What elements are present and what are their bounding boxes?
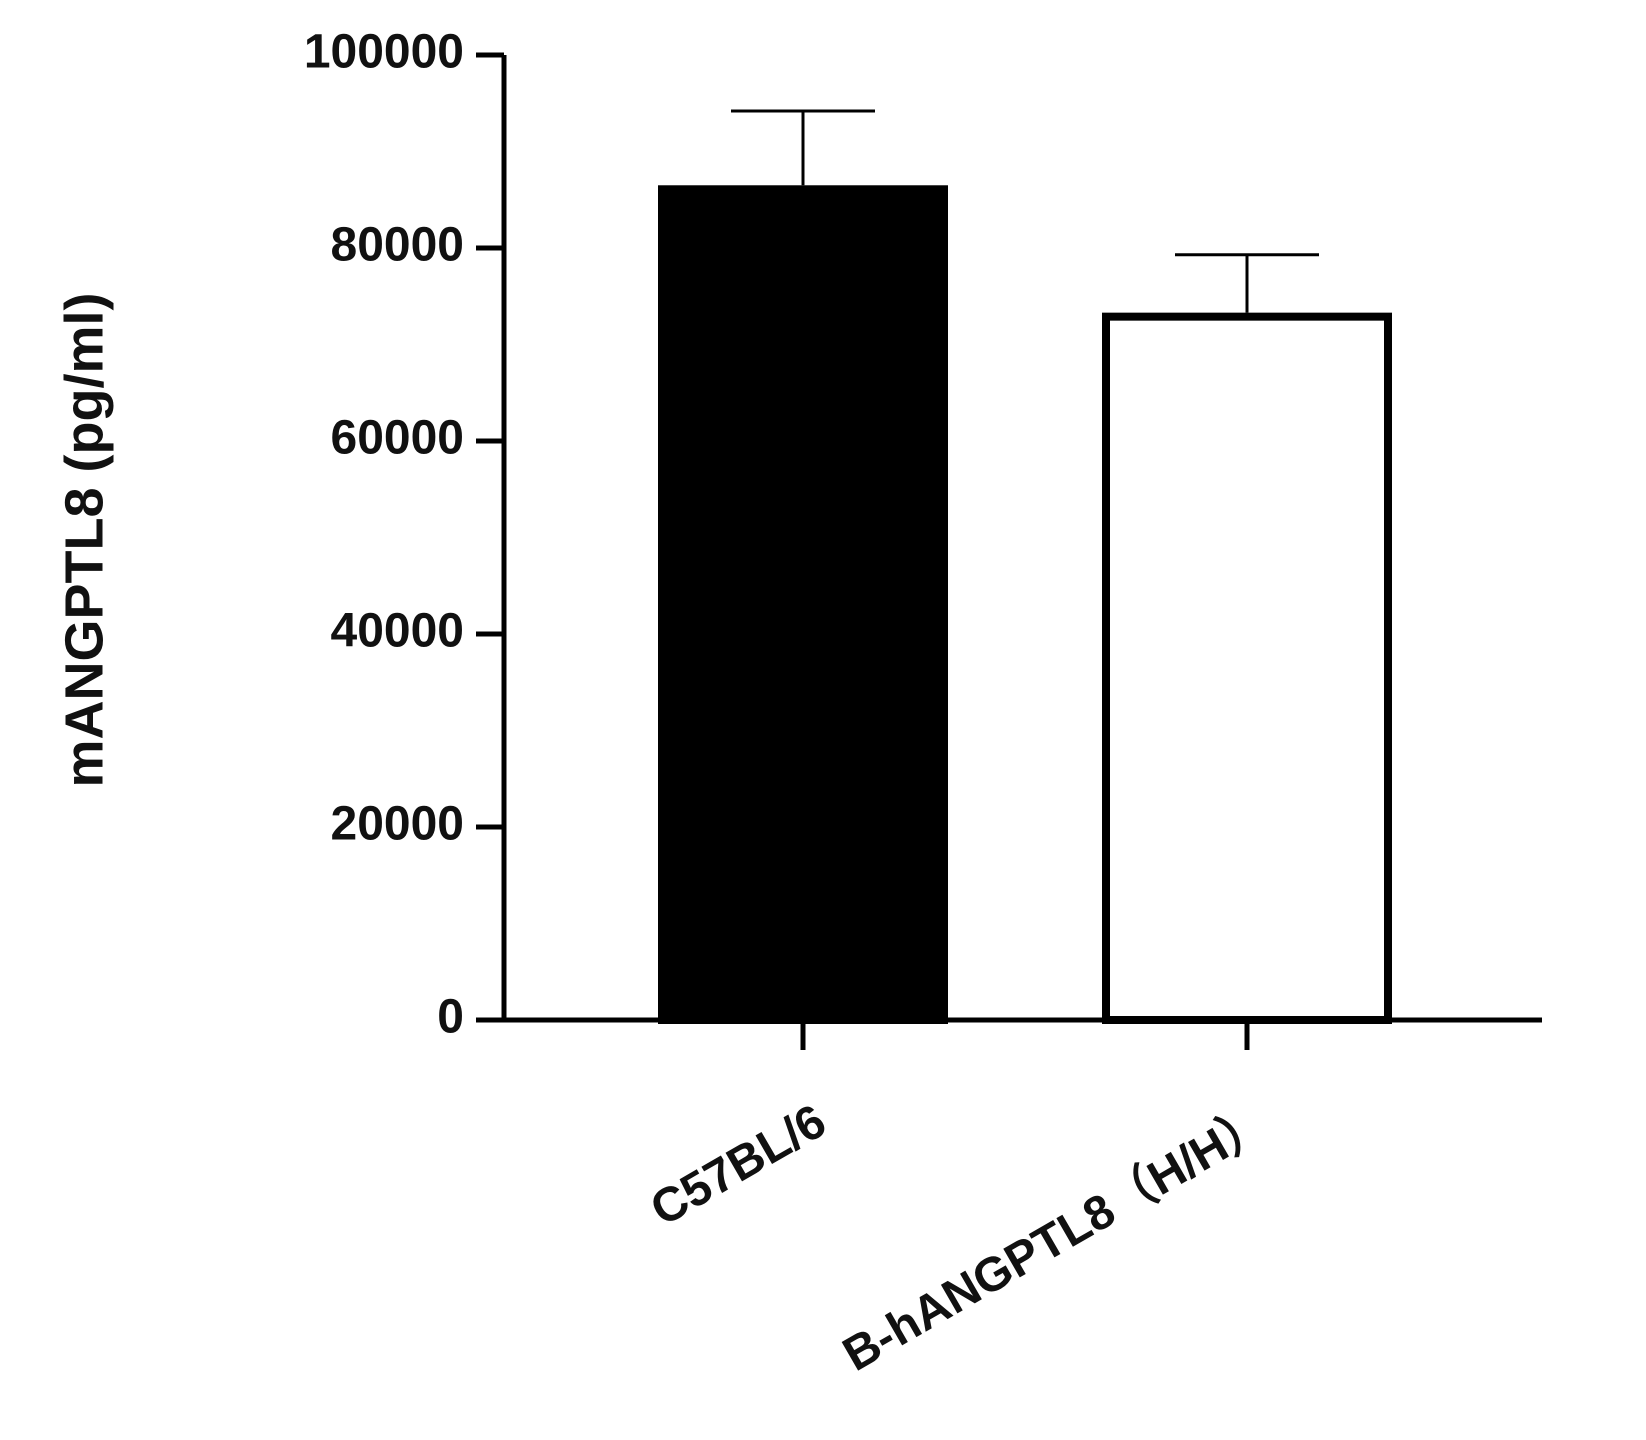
y-tick-label: 0 — [437, 991, 464, 1044]
bar — [1102, 312, 1392, 1024]
y-tick-label: 100000 — [304, 26, 464, 79]
y-tick-label: 40000 — [331, 605, 464, 658]
y-tick-label: 80000 — [331, 219, 464, 272]
bar — [658, 185, 948, 1024]
y-tick-label: 20000 — [331, 798, 464, 851]
y-tick-label: 60000 — [331, 412, 464, 465]
x-tick-label: C57BL/6 — [642, 1095, 835, 1237]
y-axis-label: mANGPTL8 (pg/ml) — [54, 293, 114, 788]
x-tick-label: B-hANGPTL8（H/H） — [834, 1095, 1279, 1382]
